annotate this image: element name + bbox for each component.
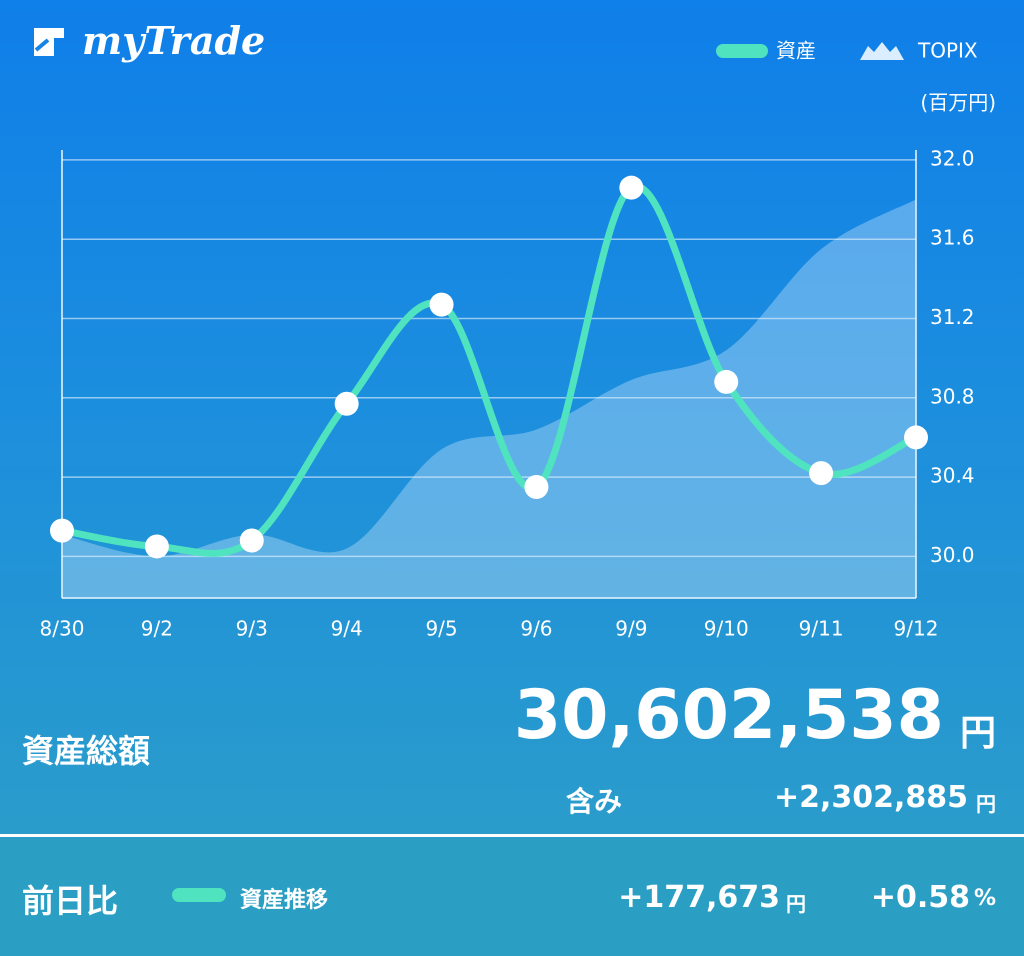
daily-percent: +0.58 — [870, 880, 970, 915]
area — [62, 199, 916, 598]
logo-text: myTrade — [82, 18, 266, 63]
x-tick-label: 9/6 — [520, 617, 552, 641]
x-tick-label: 9/4 — [331, 617, 363, 641]
daily-label: 前日比 — [22, 882, 119, 920]
y-tick-label: 32.0 — [930, 146, 975, 170]
axis-unit: (百万円) — [920, 91, 996, 115]
x-tick-label: 9/10 — [704, 617, 749, 641]
x-tick-label: 9/12 — [894, 617, 939, 641]
data-point — [619, 175, 644, 200]
daily-percent-unit: % — [973, 886, 996, 911]
total-unit: 円 — [959, 713, 996, 754]
y-tick-label: 30.4 — [930, 464, 975, 488]
total-value: 30,602,538 — [513, 676, 944, 755]
data-point — [50, 518, 74, 543]
x-tick-label: 9/2 — [141, 617, 173, 641]
y-tick-label: 30.0 — [930, 543, 975, 567]
daily-panel: 前日比 資産推移 +177,673 円 +0.58 % — [0, 838, 1024, 956]
x-tick-label: 9/5 — [425, 617, 457, 641]
data-point — [714, 369, 739, 394]
data-point — [334, 391, 359, 416]
summary-label: 資産総額 — [22, 732, 151, 770]
data-point — [524, 474, 549, 499]
legend-swatch — [172, 888, 226, 902]
unrealized-unit: 円 — [976, 792, 996, 816]
y-tick-label: 31.6 — [930, 226, 975, 250]
chart: 資産 TOPIX (百万円) 30.0 30.4 30.8 31.2 31.6 32.0 8… — [40, 39, 996, 641]
y-tick-label: 31.2 — [930, 305, 975, 329]
legend-swatch-area — [860, 42, 904, 60]
unrealized-value: +2,302,885 — [773, 780, 968, 815]
daily-change-unit: 円 — [786, 892, 806, 916]
divider — [0, 834, 1024, 837]
legend-label: 資産 — [776, 39, 816, 63]
logo-icon — [34, 28, 64, 56]
x-tick-label: 9/11 — [799, 617, 844, 641]
data-point — [809, 461, 834, 486]
data-point — [239, 528, 264, 553]
unrealized-label: 含み — [566, 785, 623, 818]
x-tick-label: 9/3 — [236, 617, 268, 641]
daily-legend: 資産推移 — [240, 888, 329, 913]
x-tick-label: 9/9 — [615, 617, 647, 641]
daily-change: +177,673 — [618, 880, 780, 915]
y-tick-label: 30.8 — [930, 384, 975, 408]
legend-label: TOPIX — [917, 39, 978, 63]
legend-swatch-line — [716, 44, 768, 58]
x-tick-label: 8/30 — [40, 617, 85, 641]
data-point — [144, 534, 169, 559]
data-point — [904, 425, 928, 450]
data-point — [429, 292, 454, 317]
